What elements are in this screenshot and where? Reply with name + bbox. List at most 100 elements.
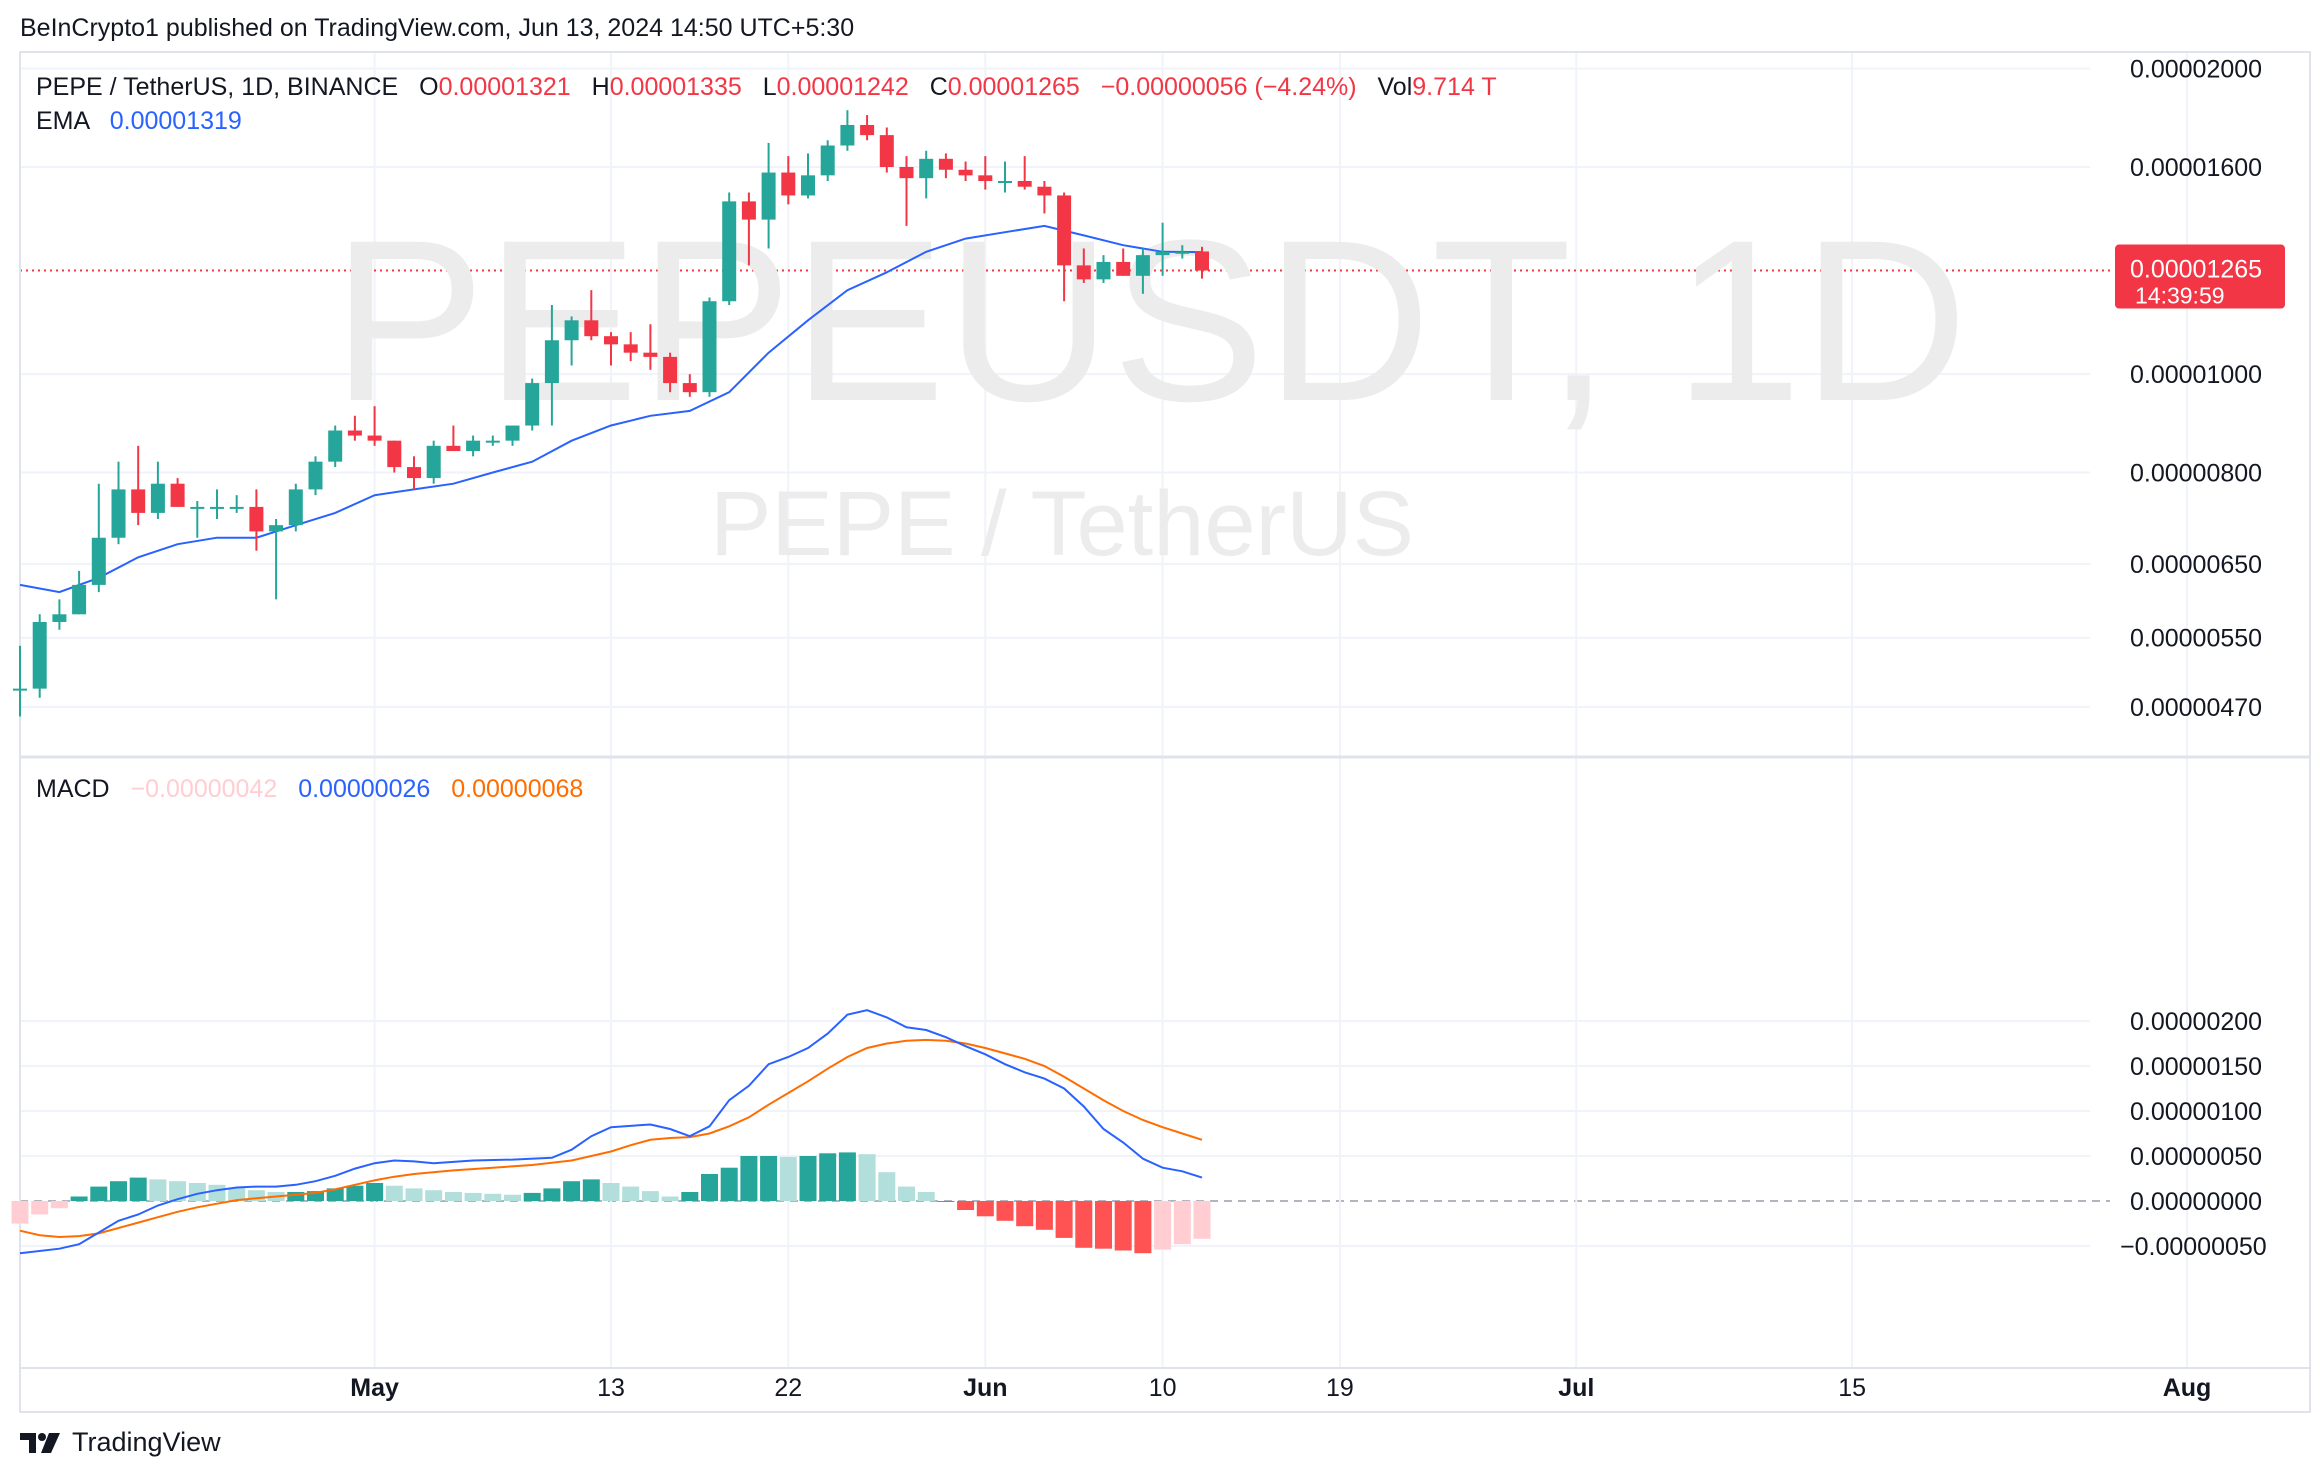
main-legend: PEPE / TetherUS, 1D, BINANCE O0.00001321… <box>36 73 1497 101</box>
macd-histogram-bar <box>50 1201 68 1209</box>
candle <box>978 156 993 190</box>
candle <box>32 614 47 698</box>
candle <box>938 153 953 179</box>
candle <box>1037 180 1052 214</box>
candle <box>722 192 737 305</box>
macd-histogram-bar <box>740 1156 758 1201</box>
macd-pane-marks[interactable] <box>11 1009 1211 1255</box>
candle-body <box>840 124 855 146</box>
candle <box>781 156 796 205</box>
candle-body <box>801 175 815 196</box>
macd-histogram-bar <box>444 1192 462 1201</box>
macd-histogram-bar <box>622 1186 640 1201</box>
candle-body <box>32 621 47 689</box>
macd-histogram-bar <box>563 1181 581 1201</box>
candle <box>111 461 126 545</box>
macd-histogram-bar <box>996 1201 1014 1221</box>
tradingview-branding[interactable]: TradingView <box>18 1427 221 1458</box>
time-tick-label: Jul <box>1558 1374 1594 1402</box>
candle-body <box>1017 180 1032 187</box>
candle <box>998 161 1012 193</box>
candle <box>505 425 520 446</box>
candle-body <box>919 158 934 179</box>
macd-histogram-bar <box>385 1185 403 1201</box>
macd-tick-label: 0.00000200 <box>2130 1008 2262 1036</box>
macd-histogram-bar <box>957 1201 975 1210</box>
candle-body <box>407 467 421 479</box>
candle <box>485 435 500 446</box>
candle-body <box>72 584 87 615</box>
main-pane-marks[interactable] <box>13 110 1209 717</box>
price-tick-label: 0.00000800 <box>2130 460 2262 488</box>
candle <box>72 570 87 615</box>
candle <box>91 483 106 593</box>
ema-legend[interactable]: EMA 0.00001319 <box>36 107 242 135</box>
candle-body <box>643 352 658 357</box>
candle <box>131 445 146 526</box>
candle-body <box>328 430 343 462</box>
candle-body <box>663 356 678 384</box>
macd-histogram-bar <box>976 1201 994 1217</box>
macd-histogram-bar <box>1134 1201 1152 1254</box>
candle <box>1096 255 1111 283</box>
candle <box>1135 248 1150 294</box>
candle-body <box>544 340 559 384</box>
macd-histogram-bar <box>464 1192 482 1201</box>
candle-body <box>682 383 697 393</box>
macd-histogram-bar <box>504 1194 521 1201</box>
candle-body <box>1175 251 1190 254</box>
candle-body <box>347 430 362 436</box>
candle-body <box>998 180 1012 183</box>
macd-histogram-bar <box>208 1184 226 1201</box>
chart-frame <box>19 51 2311 1413</box>
watermark-name: PEPE / TetherUS <box>710 473 1414 575</box>
macd-histogram-bar <box>11 1201 29 1224</box>
candle <box>623 332 638 362</box>
candle-body <box>879 135 894 167</box>
candle <box>1155 222 1170 276</box>
price-axis[interactable]: 0.00002000 0.00001600 0.00001000 0.00000800… <box>2120 56 2267 1261</box>
candle-body <box>170 483 185 507</box>
macd-legend[interactable]: MACD −0.00000042 0.00000026 0.00000068 <box>36 775 583 803</box>
published-header: BeInCrypto1 published on TradingView.com… <box>20 14 855 42</box>
macd-histogram-bar <box>878 1172 896 1201</box>
candle-body <box>485 440 500 443</box>
macd-histogram-bar <box>779 1156 797 1201</box>
time-tick-label: 22 <box>774 1374 802 1402</box>
macd-tick-label: 0.00000050 <box>2130 1143 2262 1171</box>
macd-histogram-bar <box>247 1190 265 1201</box>
time-tick-label: 13 <box>597 1374 625 1402</box>
time-axis[interactable]: May 13 22 Jun 10 19 Jul 15 Aug <box>350 1374 2211 1402</box>
candle-body <box>1116 261 1131 276</box>
macd-histogram-bar <box>70 1196 88 1201</box>
macd-line <box>19 1009 1203 1255</box>
candle <box>879 127 894 173</box>
macd-hist-value: −0.00000042 <box>131 775 278 803</box>
macd-histogram-bar <box>425 1190 443 1201</box>
candle-body <box>150 483 165 513</box>
macd-tick-label: 0.00000100 <box>2130 1098 2262 1126</box>
legend-c-value: 0.00001265 <box>948 73 1080 101</box>
candle <box>288 483 303 532</box>
macd-histogram-bar <box>898 1186 915 1201</box>
price-tick-label: 0.00000470 <box>2130 694 2262 722</box>
candle-body <box>564 320 579 341</box>
macd-histogram-bar <box>366 1183 384 1201</box>
candle <box>367 406 382 446</box>
macd-histogram-bar <box>720 1167 738 1201</box>
candle-body <box>91 537 106 585</box>
price-tick-label: 0.00000550 <box>2130 625 2262 653</box>
price-tick-label: 0.00001000 <box>2130 361 2262 389</box>
candle-body <box>978 175 993 181</box>
candle <box>407 456 421 490</box>
candle-body <box>722 201 737 302</box>
legend-l-value: 0.00001242 <box>777 73 909 101</box>
candle-body <box>938 158 953 170</box>
legend-symbol[interactable]: PEPE / TetherUS, 1D, BINANCE <box>36 73 398 101</box>
candle-body <box>741 201 756 220</box>
candle-body <box>229 506 244 509</box>
candle <box>899 156 914 226</box>
candle <box>604 332 618 366</box>
ema-value: 0.00001319 <box>110 107 242 135</box>
macd-histogram-bar <box>110 1181 127 1201</box>
